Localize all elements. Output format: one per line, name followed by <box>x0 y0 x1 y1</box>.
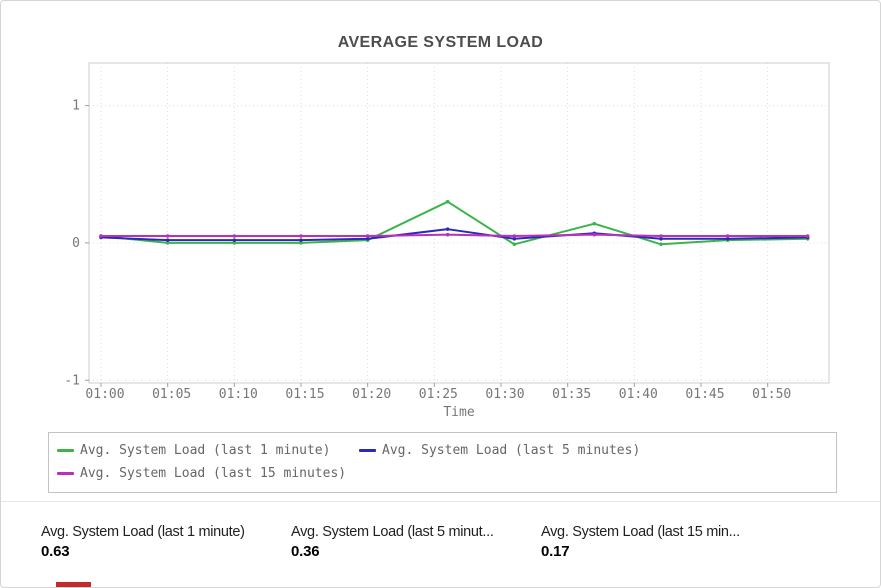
svg-text:01:35: 01:35 <box>552 387 591 402</box>
legend-row: Avg. System Load (last 1 minute) Avg. Sy… <box>57 439 828 462</box>
line-chart: 01:00 01:05 01:10 01:15 01:20 01:25 01:30 01:35… <box>64 62 830 420</box>
legend-swatch-blue-icon <box>359 449 376 452</box>
legend-label: Avg. System Load (last 15 minutes) <box>80 466 347 481</box>
divider <box>1 501 880 502</box>
legend-swatch-green-icon <box>57 449 74 452</box>
legend-swatch-magenta-icon <box>57 472 74 475</box>
legend-label: Avg. System Load (last 5 minutes) <box>382 443 641 458</box>
legend-item-last-5-minutes[interactable]: Avg. System Load (last 5 minutes) <box>359 443 640 458</box>
stat-last-5-minutes: Avg. System Load (last 5 minut... 0.36 <box>291 522 541 562</box>
stat-last-15-minutes: Avg. System Load (last 15 min... 0.17 <box>541 522 791 562</box>
svg-text:01:40: 01:40 <box>619 387 658 402</box>
svg-text:Time: Time <box>443 405 474 420</box>
svg-text:01:20: 01:20 <box>352 387 391 402</box>
stat-last-1-minute: Avg. System Load (last 1 minute) 0.63 <box>41 522 291 562</box>
svg-text:-1: -1 <box>64 373 80 388</box>
svg-text:01:50: 01:50 <box>752 387 791 402</box>
svg-text:01:45: 01:45 <box>685 387 724 402</box>
stat-value: 0.63 <box>41 543 70 560</box>
legend-label: Avg. System Load (last 1 minute) <box>80 443 331 458</box>
svg-text:0: 0 <box>72 236 80 251</box>
stats-row: Avg. System Load (last 1 minute) 0.63 Av… <box>41 522 791 562</box>
svg-text:01:00: 01:00 <box>85 387 124 402</box>
stat-label: Avg. System Load (last 5 minut... <box>291 524 494 540</box>
svg-text:01:30: 01:30 <box>485 387 524 402</box>
svg-text:01:25: 01:25 <box>419 387 458 402</box>
red-indicator-bar <box>56 582 91 587</box>
svg-text:01:05: 01:05 <box>152 387 191 402</box>
stat-label: Avg. System Load (last 1 minute) <box>41 524 245 540</box>
legend-item-last-1-minute[interactable]: Avg. System Load (last 1 minute) <box>57 443 359 458</box>
svg-text:01:10: 01:10 <box>219 387 258 402</box>
chart-title: AVERAGE SYSTEM LOAD <box>337 34 544 51</box>
chart-legend: Avg. System Load (last 1 minute) Avg. Sy… <box>48 432 837 493</box>
stat-value: 0.17 <box>541 543 570 560</box>
legend-item-last-15-minutes[interactable]: Avg. System Load (last 15 minutes) <box>57 466 359 481</box>
svg-text:1: 1 <box>72 99 80 114</box>
svg-text:01:15: 01:15 <box>285 387 324 402</box>
legend-row: Avg. System Load (last 15 minutes) <box>57 462 828 485</box>
stat-value: 0.36 <box>291 543 320 560</box>
stat-label: Avg. System Load (last 15 min... <box>541 524 740 540</box>
